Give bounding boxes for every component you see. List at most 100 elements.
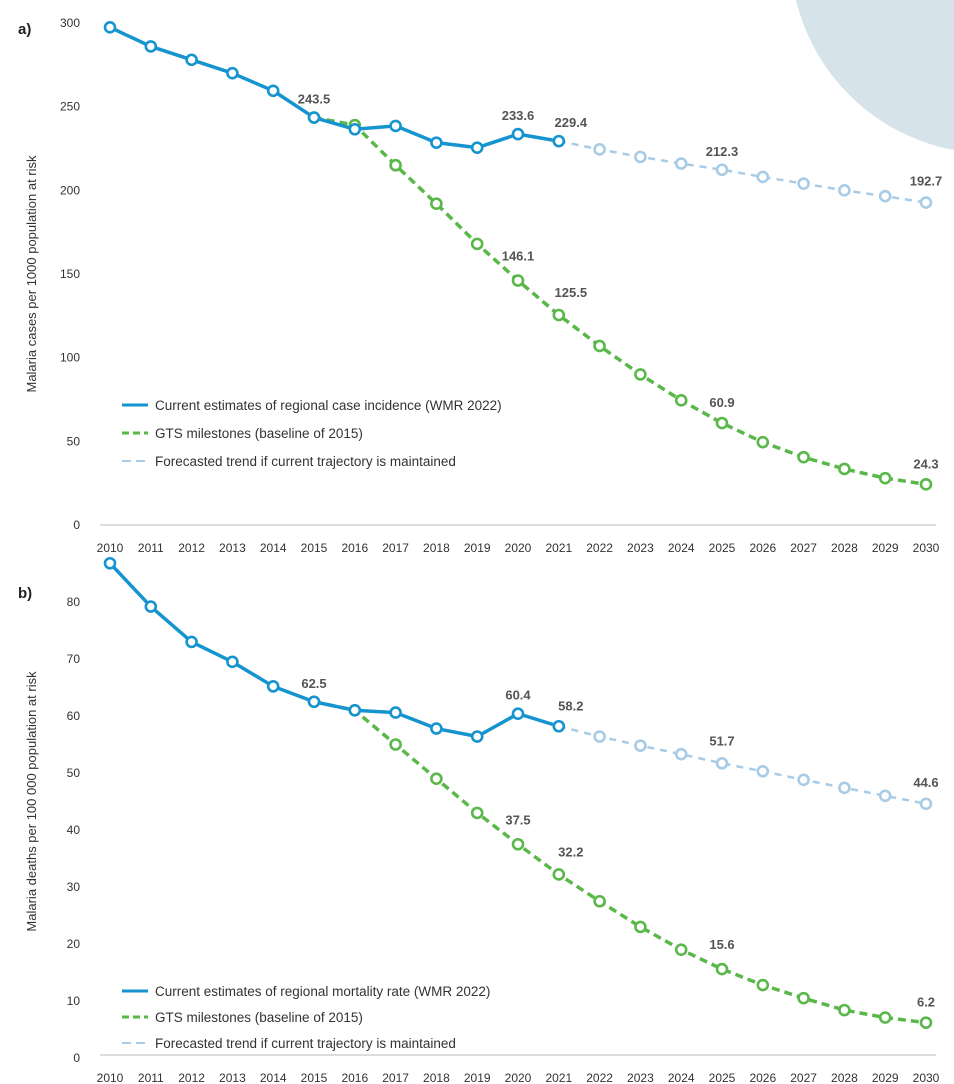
data-point-milestone xyxy=(430,772,443,786)
legend-entry: Forecasted trend if current trajectory i… xyxy=(155,454,456,469)
data-point-milestone xyxy=(552,868,566,881)
x-tick-label: 2017 xyxy=(382,541,409,555)
y-tick-label: 60 xyxy=(67,709,81,723)
x-tick-label: 2017 xyxy=(382,1071,409,1084)
series-line-milestone xyxy=(313,115,927,487)
x-tick-label: 2025 xyxy=(709,541,736,555)
data-label: 125.5 xyxy=(555,285,588,300)
data-point-current xyxy=(226,655,239,669)
data-label: 24.3 xyxy=(913,456,938,471)
data-point-current xyxy=(511,127,525,141)
data-label: 233.6 xyxy=(502,108,535,123)
y-tick-label: 200 xyxy=(60,183,80,197)
y-tick-label: 40 xyxy=(67,823,81,837)
x-tick-label: 2012 xyxy=(178,1071,205,1084)
x-tick-label: 2019 xyxy=(464,1071,491,1084)
x-tick-label: 2028 xyxy=(831,1071,858,1084)
data-label: 229.4 xyxy=(555,115,588,130)
y-tick-label: 0 xyxy=(73,1051,80,1065)
x-tick-label: 2028 xyxy=(831,541,858,555)
x-tick-label: 2027 xyxy=(790,541,817,555)
x-tick-label: 2029 xyxy=(872,1071,899,1084)
data-point-milestone xyxy=(470,806,484,820)
panel-label: a) xyxy=(18,21,31,38)
data-point-current xyxy=(389,119,402,133)
data-label: 44.6 xyxy=(913,775,938,790)
x-tick-label: 2026 xyxy=(749,541,776,555)
legend-entry: Forecasted trend if current trajectory i… xyxy=(155,1036,456,1051)
series-line-forecast xyxy=(558,139,927,204)
data-point-current xyxy=(307,695,321,709)
series-line-forecast xyxy=(558,725,927,806)
data-point-forecast xyxy=(715,163,729,177)
data-point-forecast xyxy=(593,143,606,156)
y-tick-label: 50 xyxy=(67,766,81,780)
x-tick-label: 2016 xyxy=(341,1071,368,1084)
data-point-milestone xyxy=(756,978,770,992)
data-point-current xyxy=(144,600,158,613)
y-tick-label: 150 xyxy=(60,267,80,281)
y-tick-label: 0 xyxy=(73,518,80,532)
data-label: 62.5 xyxy=(301,676,326,691)
data-point-milestone xyxy=(838,462,851,476)
data-point-milestone xyxy=(552,308,566,322)
x-tick-label: 2015 xyxy=(301,1071,328,1084)
data-point-milestone xyxy=(878,1011,892,1024)
x-tick-label: 2016 xyxy=(341,541,368,555)
x-tick-label: 2019 xyxy=(464,541,491,555)
x-tick-label: 2025 xyxy=(709,1071,736,1084)
data-point-milestone xyxy=(878,471,892,485)
data-point-milestone xyxy=(634,368,647,381)
y-axis-label: Malaria deaths per 100 000 population at… xyxy=(24,671,39,932)
data-point-milestone xyxy=(756,435,770,449)
data-point-forecast xyxy=(634,739,647,752)
data-point-current xyxy=(389,706,402,719)
data-point-current xyxy=(307,111,321,124)
data-point-forecast xyxy=(593,730,606,743)
data-point-current xyxy=(470,141,484,154)
data-point-current xyxy=(266,84,280,98)
x-tick-label: 2029 xyxy=(872,541,899,555)
x-tick-label: 2024 xyxy=(668,541,695,555)
data-label: 243.5 xyxy=(298,92,331,107)
data-point-milestone xyxy=(674,943,688,957)
y-tick-label: 80 xyxy=(67,595,81,609)
x-tick-label: 2010 xyxy=(97,541,124,555)
x-tick-label: 2010 xyxy=(97,1071,124,1084)
x-tick-label: 2022 xyxy=(586,541,613,555)
data-label: 15.6 xyxy=(709,937,734,952)
x-tick-label: 2023 xyxy=(627,1071,654,1084)
data-point-milestone xyxy=(511,274,525,287)
x-tick-label: 2021 xyxy=(545,1071,572,1084)
legend-entry: Current estimates of regional case incid… xyxy=(155,398,502,413)
data-point-forecast xyxy=(797,773,810,787)
data-point-current xyxy=(185,53,198,67)
x-tick-label: 2018 xyxy=(423,541,450,555)
x-tick-label: 2018 xyxy=(423,1071,450,1084)
data-point-milestone xyxy=(430,197,443,211)
panel-label: b) xyxy=(18,585,32,602)
data-point-milestone xyxy=(511,837,525,851)
data-point-current xyxy=(348,122,362,136)
x-tick-label: 2020 xyxy=(505,1071,532,1084)
x-tick-label: 2012 xyxy=(178,541,205,555)
series-line-current xyxy=(108,562,560,739)
data-point-milestone xyxy=(838,1003,851,1017)
data-point-forecast xyxy=(878,189,892,203)
data-point-milestone xyxy=(919,478,933,491)
series-line-current xyxy=(109,25,560,150)
x-tick-label: 2030 xyxy=(913,541,940,555)
data-label: 51.7 xyxy=(709,733,734,748)
x-tick-label: 2030 xyxy=(913,1071,940,1084)
chart-panel-b: b) Malaria deaths per 100 000 population … xyxy=(18,556,940,1084)
y-tick-label: 50 xyxy=(67,434,81,448)
data-point-forecast xyxy=(878,789,892,803)
data-point-current xyxy=(266,680,280,693)
data-point-current xyxy=(511,707,525,721)
data-point-current xyxy=(430,136,443,149)
data-point-forecast xyxy=(674,157,688,170)
data-label: 58.2 xyxy=(558,698,583,713)
data-point-forecast xyxy=(919,196,933,209)
y-tick-label: 20 xyxy=(67,937,81,951)
data-point-forecast xyxy=(634,150,647,164)
